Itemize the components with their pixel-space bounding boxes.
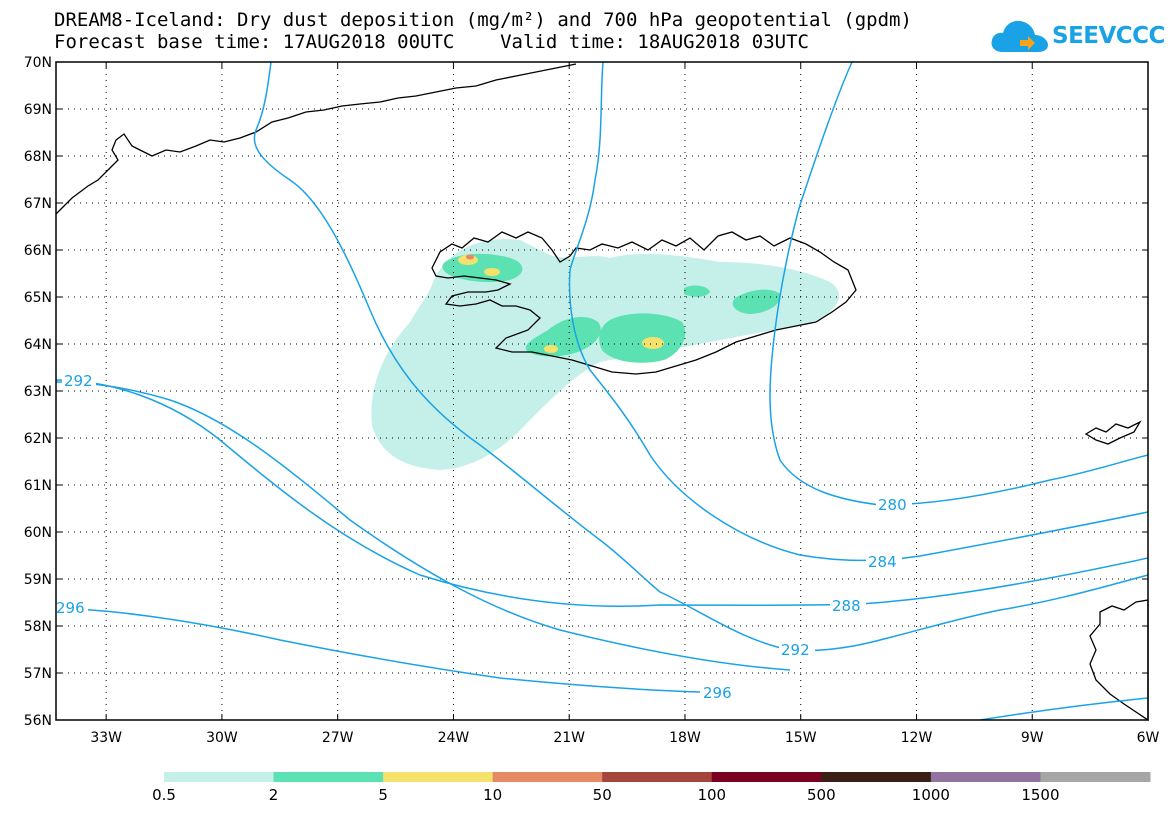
colorbar-swatch [164,772,275,782]
lon-label: 15W [785,730,817,746]
lon-label: 30W [206,730,238,746]
lat-label: 67N [24,196,52,212]
geopotential-contours [55,61,1149,721]
lat-label: 69N [24,102,52,118]
dust-fill-medium-e [732,289,781,314]
faroe-coastline [1084,420,1142,445]
lon-label: 9W [1021,730,1044,746]
graticule [56,62,1148,720]
dust-fill-peak-nw [466,254,474,260]
colorbar-swatch [821,772,932,782]
coastline-layer [55,63,1149,722]
lat-label: 62N [24,431,52,447]
lat-label: 65N [24,290,52,306]
contour-label: 292 [781,641,810,659]
contour-label: 292 [64,372,93,390]
colorbar-label: 500 [807,786,836,804]
contour-label: 288 [832,597,861,615]
contour-label: 296 [703,684,732,702]
lat-label: 70N [24,55,52,71]
dust-fill-layer [371,239,840,470]
dust-fill-medium-s2 [599,313,686,363]
colorbar-label: 1000 [911,786,950,804]
contour-labels: 292 296 280 284 288 292 296 [54,372,912,702]
map-subtitle: Forecast base time: 17AUG2018 00UTC Vali… [54,31,809,53]
colorbar-label: 10 [483,786,503,804]
lat-label: 66N [24,243,52,259]
dust-fill-medium-s1 [525,316,601,357]
cloud-icon [991,20,1048,52]
dust-fill-light [371,239,840,470]
lat-label: 58N [24,619,52,635]
lon-label: 6W [1137,730,1160,746]
lat-label: 60N [24,525,52,541]
lat-label: 63N [24,384,52,400]
dust-fill-high-s2 [642,337,664,349]
colorbar-swatch [273,772,384,782]
lat-label: 56N [24,713,52,729]
lon-label: 12W [901,730,933,746]
contour-label: 284 [868,553,897,571]
greenland-coastline [55,63,577,215]
map-title: DREAM8-Iceland: Dry dust deposition (mg/… [54,9,912,31]
colorbar-swatch [1040,772,1151,782]
colorbar-swatch [492,772,603,782]
contour-288-east [979,697,1149,721]
dust-fill-medium-ne [684,285,710,297]
logo-text: SEEVCCC [1052,23,1165,49]
iceland-coastline [431,231,857,375]
lat-label: 61N [24,478,52,494]
contour-label: 296 [56,599,85,617]
contour-288-mid [55,379,1149,607]
lon-label: 24W [438,730,470,746]
colorbar-label: 50 [592,786,612,804]
colorbar-swatch [602,772,713,782]
lat-label: 64N [24,337,52,353]
lon-label: 27W [322,730,354,746]
lon-label: 18W [669,730,701,746]
colorbar-swatch [930,772,1041,782]
dust-fill-high-s1 [544,345,558,353]
contour-296 [55,381,791,671]
lat-label: 68N [24,149,52,165]
contour-292-west [253,61,1149,652]
colorbar [164,772,1151,782]
lat-label: 57N [24,666,52,682]
arrow-icon [1020,36,1035,50]
dust-fill-high-nw2 [484,268,500,276]
colorbar-label: 100 [697,786,727,804]
colorbar-swatch [383,772,494,782]
lon-label: 33W [90,730,122,746]
lat-label: 59N [24,572,52,588]
contour-label: 280 [878,496,907,514]
contour-288 [55,607,701,693]
lon-label: 21W [553,730,585,746]
colorbar-label: 1500 [1021,786,1060,804]
seevccc-logo [991,20,1048,52]
colorbar-label: 5 [378,786,388,804]
colorbar-label: 0.5 [152,786,176,804]
axis-ticks: 70N 69N 68N 67N 66N 65N 64N 63N 62N 61N 60N 59N 58N 5… [24,55,1160,746]
contour-284 [568,61,1149,562]
scotland-coastline [1089,599,1149,722]
colorbar-swatch [711,772,822,782]
contour-280 [769,61,1149,506]
colorbar-label: 2 [268,786,279,804]
